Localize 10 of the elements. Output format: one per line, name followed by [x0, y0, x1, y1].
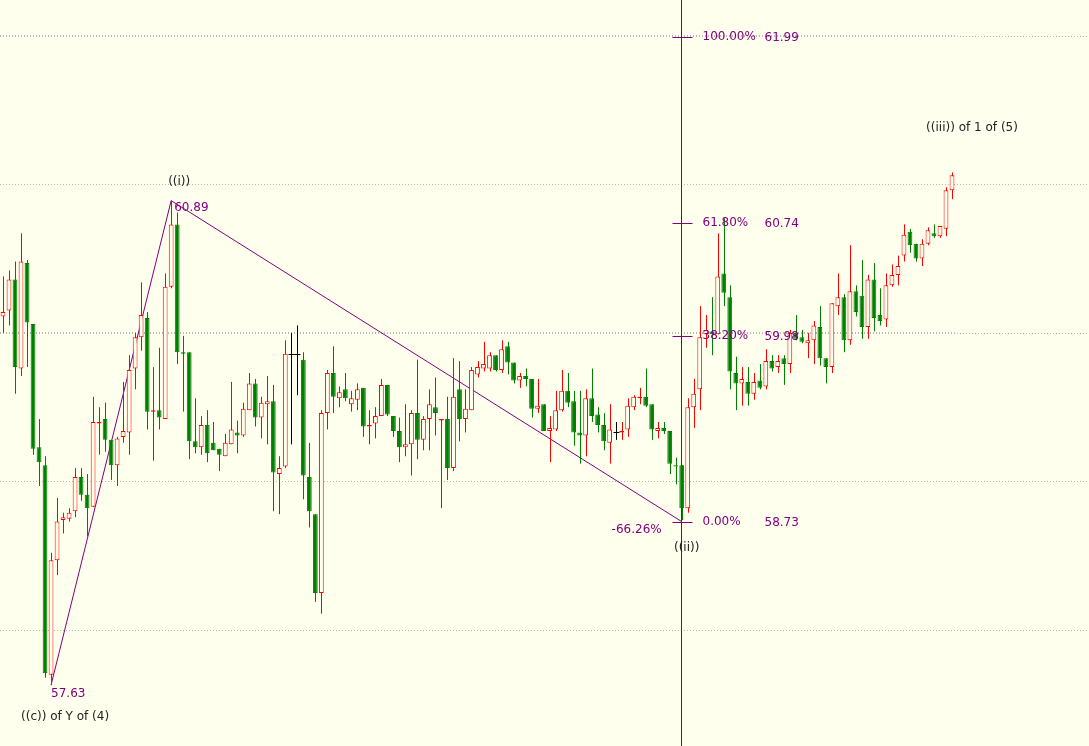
annotation: ((i)): [168, 173, 191, 188]
annotation: 0.00%: [702, 513, 741, 528]
annotation: ((iii)) of 1 of (5): [926, 119, 1018, 134]
y-tick-label: 60.74: [764, 215, 799, 230]
y-tick-label: 61.99: [764, 29, 799, 44]
annotation: ((c)) of Y of (4): [21, 709, 110, 724]
annotation: 100.00%: [702, 29, 756, 44]
y-tick-label: 58.73: [764, 514, 799, 529]
data-label: 57.63: [51, 686, 86, 701]
annotation: -66.26%: [611, 521, 662, 536]
